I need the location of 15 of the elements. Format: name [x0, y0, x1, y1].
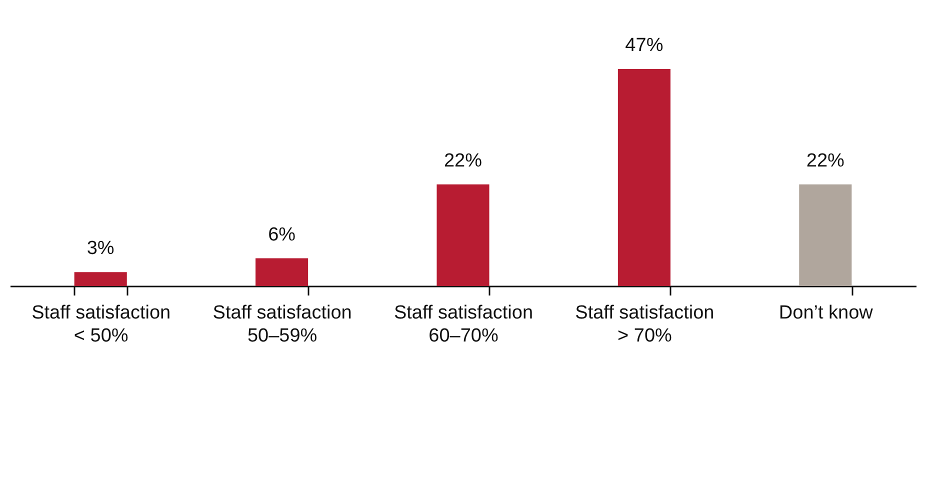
bar [799, 184, 852, 286]
x-tick-label: Staff satisfaction < 50% [32, 302, 171, 346]
bar [618, 69, 670, 286]
data-label: 3% [86, 238, 114, 260]
data-label: 22% [806, 150, 845, 172]
bar [436, 184, 490, 286]
x-tick-label: Staff satisfaction 50–59% [212, 302, 352, 346]
data-label: 6% [268, 224, 296, 246]
bar [74, 272, 127, 286]
x-tick-label: Staff satisfaction 60–70% [394, 302, 534, 346]
data-label: 47% [625, 35, 664, 56]
x-tick-label: Don’t know [778, 302, 874, 324]
data-label: 22% [444, 150, 482, 172]
x-tick-label: Staff satisfaction > 70% [575, 302, 714, 346]
bar [256, 258, 308, 286]
